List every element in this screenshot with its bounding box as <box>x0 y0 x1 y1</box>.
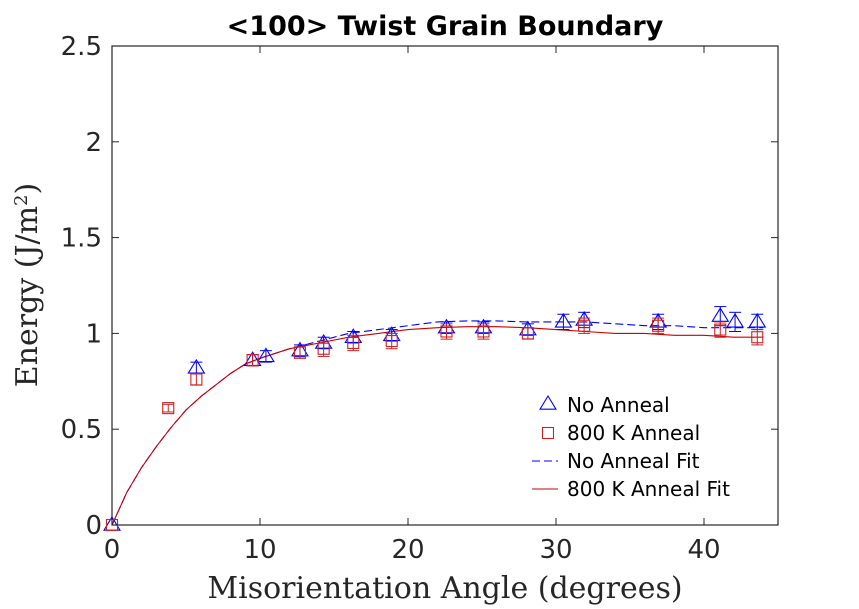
axes-frame <box>111 45 779 526</box>
data-point <box>652 319 665 332</box>
data-point <box>246 354 259 367</box>
y-axis-label-close: ) <box>10 183 45 195</box>
legend-marker <box>539 394 557 410</box>
legend-label: 800 K Anneal Fit <box>567 477 730 501</box>
y-tick-label: 0 <box>85 511 102 541</box>
series-line <box>111 326 764 526</box>
y-tick-label: 2.5 <box>61 32 102 62</box>
y-axis-label-superscript: 2 <box>11 194 32 205</box>
data-point <box>521 327 534 340</box>
plot-box <box>111 45 779 526</box>
chart-title: <100> Twist Grain Boundary <box>227 11 664 42</box>
data-point <box>347 336 360 350</box>
data-point <box>190 373 203 386</box>
data-point <box>751 331 764 344</box>
y-axis-label-main: Energy (J/m <box>10 206 45 387</box>
data-point <box>711 307 730 322</box>
legend-item: No Anneal Fit <box>532 449 700 473</box>
y-tick-label: 1.5 <box>61 224 102 254</box>
legend-item: 800 K Anneal <box>541 421 700 445</box>
x-tick-label: 30 <box>539 535 572 565</box>
data-point <box>293 346 307 359</box>
series-800-k-anneal-fit <box>111 326 764 526</box>
legend-label: No Anneal Fit <box>567 449 700 473</box>
series-layer <box>103 306 767 532</box>
y-tick-label: 2 <box>85 128 102 158</box>
data-point <box>385 335 398 348</box>
legend-item: 800 K Anneal Fit <box>532 477 730 501</box>
data-point <box>440 325 453 338</box>
y-tick-label: 0.5 <box>61 415 102 445</box>
legend: No Anneal 800 K Anneal No Anneal Fit 800 K … <box>532 393 730 501</box>
x-tick-label: 40 <box>687 535 720 565</box>
x-tick-label: 20 <box>391 535 424 565</box>
y-axis-label: Energy (J/m2) <box>10 183 45 387</box>
series-800-k-anneal <box>105 317 764 532</box>
data-point <box>726 312 745 328</box>
legend-item: No Anneal <box>539 393 670 417</box>
data-point <box>187 358 206 374</box>
data-point <box>162 402 175 415</box>
data-point <box>256 347 275 363</box>
data-point <box>578 319 591 332</box>
data-point <box>554 312 573 328</box>
data-point <box>317 342 330 355</box>
legend-label: No Anneal <box>567 393 670 417</box>
x-axis-label: Misorientation Angle (degrees) <box>207 571 682 606</box>
series-no-anneal <box>103 306 767 531</box>
ticks-layer: 0 10 20 30 40 0 0.5 1 1.5 2 2.5 <box>61 32 778 565</box>
legend-marker <box>541 426 555 440</box>
data-point <box>477 325 490 338</box>
data-point <box>748 312 767 328</box>
x-tick-label: 0 <box>104 535 121 565</box>
x-tick-label: 10 <box>243 535 276 565</box>
legend-label: 800 K Anneal <box>567 421 700 445</box>
y-tick-label: 1 <box>85 319 102 349</box>
data-point <box>714 323 727 336</box>
